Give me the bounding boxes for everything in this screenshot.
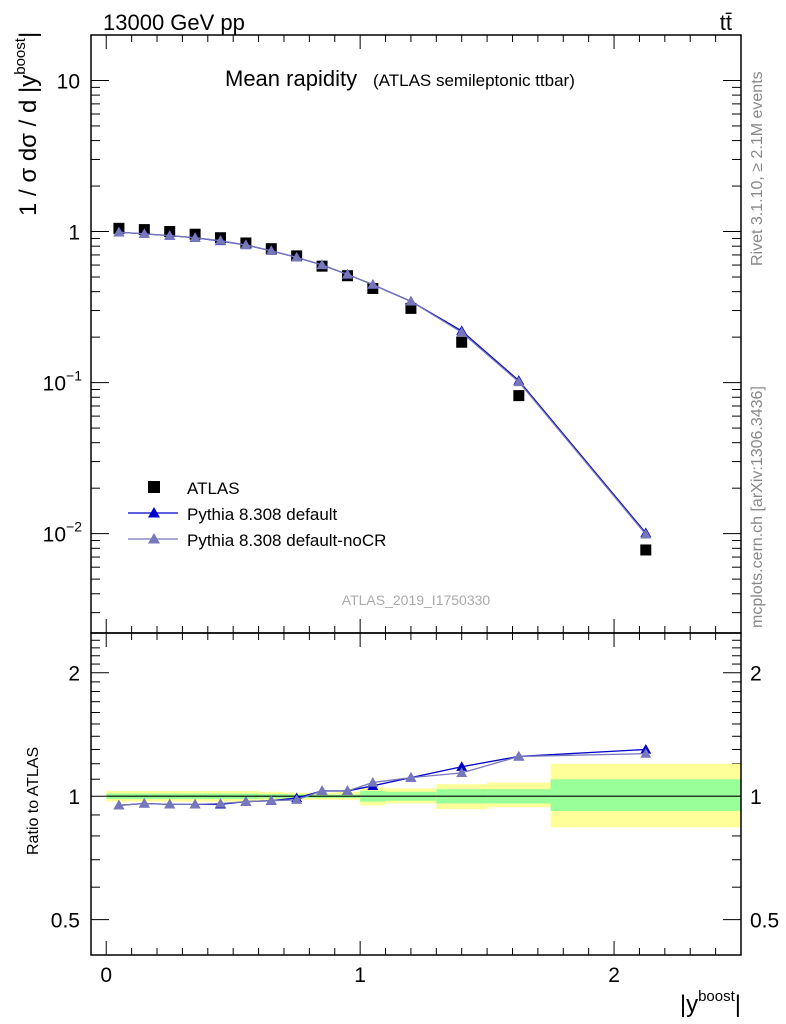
ratio-y-tick-label: 0.5 — [51, 910, 80, 933]
ratio-point-1 — [405, 772, 417, 782]
main-y-axis-label-text: 1 / σ dσ / d |y — [15, 75, 42, 216]
data-point-2 — [189, 232, 201, 242]
data-point-2 — [291, 251, 303, 262]
x-tick-label: 2 — [608, 964, 620, 987]
ratio-y-tick-label: 2 — [68, 663, 80, 686]
main-y-tick-label: 10−2 — [43, 519, 83, 547]
data-point-2 — [214, 235, 226, 245]
data-point-2 — [316, 259, 328, 270]
ratio-point-0 — [456, 761, 468, 771]
data-point-atlas — [456, 336, 468, 348]
data-point-2 — [640, 528, 652, 539]
data-point-2 — [138, 228, 150, 239]
data-point-2 — [164, 230, 176, 240]
stat-band — [550, 779, 741, 812]
data-point-2 — [240, 239, 252, 250]
ratio-point-1 — [214, 797, 226, 808]
main-y-tick-label: 10 — [57, 70, 80, 93]
data-point-atlas — [513, 390, 525, 402]
ratio-y-tick-label-right: 0.5 — [750, 910, 779, 933]
ratio-point-1 — [640, 748, 652, 758]
ratio-panel: 0 1 2 2 2 1 1 0.5 0.5 Ratio to ATLAS |yboost| — [25, 632, 779, 1018]
x-axis-label-end: | — [735, 991, 741, 1018]
legend-label-1: Pythia 8.308 default — [187, 505, 338, 524]
ratio-point-1 — [240, 796, 252, 806]
process-label: tt̄ — [720, 10, 732, 35]
ratio-point-1 — [291, 794, 303, 804]
x-tick-label: 1 — [354, 964, 366, 987]
ratio-y-tick-label: 1 — [68, 786, 80, 809]
data-point-2 — [265, 245, 277, 255]
legend-label-0: ATLAS — [187, 479, 240, 498]
legend-label-2: Pythia 8.308 default-noCR — [187, 531, 386, 550]
main-title: Mean rapidity — [225, 66, 357, 91]
x-axis-label-text: |y — [680, 991, 698, 1018]
legend: ATLAS Pythia 8.308 default Pythia 8.308 de… — [128, 479, 386, 550]
ratio-y-axis-label: Ratio to ATLAS — [25, 747, 42, 855]
x-tick-label: 0 — [100, 964, 112, 987]
x-axis-label: |yboost| — [680, 988, 741, 1018]
main-y-tick-label: 1 — [68, 222, 80, 245]
data-point-atlas — [640, 544, 652, 556]
ratio-y-tick-label-right: 2 — [750, 663, 762, 686]
mcplots-label: mcplots.cern.ch [arXiv:1306.3436] — [749, 386, 766, 628]
data-point-atlas — [405, 302, 417, 314]
ratio-point-1 — [189, 798, 201, 809]
main-y-axis-label: 1 / σ dσ / d |yboost| — [12, 32, 42, 216]
main-y-tick-label: 10−1 — [43, 368, 83, 396]
main-subtitle: (ATLAS semileptonic ttbar) — [373, 71, 575, 90]
main-plot-area: 10 1 10−1 10−2 — [43, 34, 741, 633]
watermark: ATLAS_2019_I1750330 — [342, 592, 491, 608]
ratio-point-1 — [341, 785, 353, 796]
legend-marker-1 — [148, 507, 160, 518]
ratio-point-1 — [265, 795, 277, 805]
ratio-point-1 — [316, 785, 328, 796]
data-point-2 — [113, 226, 125, 237]
data-point-2 — [456, 326, 468, 337]
energy-label: 13000 GeV pp — [103, 10, 245, 35]
legend-marker-atlas — [148, 481, 160, 493]
data-point-2 — [405, 295, 417, 306]
ratio-point-1 — [367, 776, 379, 787]
rivet-label: Rivet 3.1.10, ≥ 2.1M events — [749, 71, 766, 266]
ratio-y-tick-label-right: 1 — [750, 786, 762, 809]
legend-marker-2 — [148, 533, 160, 544]
data-point-2 — [367, 279, 379, 289]
x-axis-label-sup: boost — [698, 988, 736, 1005]
ratio-point-1 — [113, 799, 125, 810]
main-panel: 10 1 10−1 10−2 Mean rapidity (ATLAS semilep… — [12, 32, 742, 634]
main-y-axis-label-end: | — [15, 32, 42, 38]
data-point-2 — [513, 376, 525, 387]
ratio-point-1 — [164, 798, 176, 809]
data-point-2 — [341, 268, 353, 279]
ratio-point-1 — [138, 797, 150, 808]
ratio-point-1 — [456, 767, 468, 777]
ratio-point-1 — [513, 750, 525, 761]
ratio-frame — [90, 632, 742, 956]
main-y-axis-label-sup: boost — [12, 37, 29, 75]
ratio-plot-area: 0 1 2 2 2 1 1 0.5 0.5 — [51, 633, 779, 987]
